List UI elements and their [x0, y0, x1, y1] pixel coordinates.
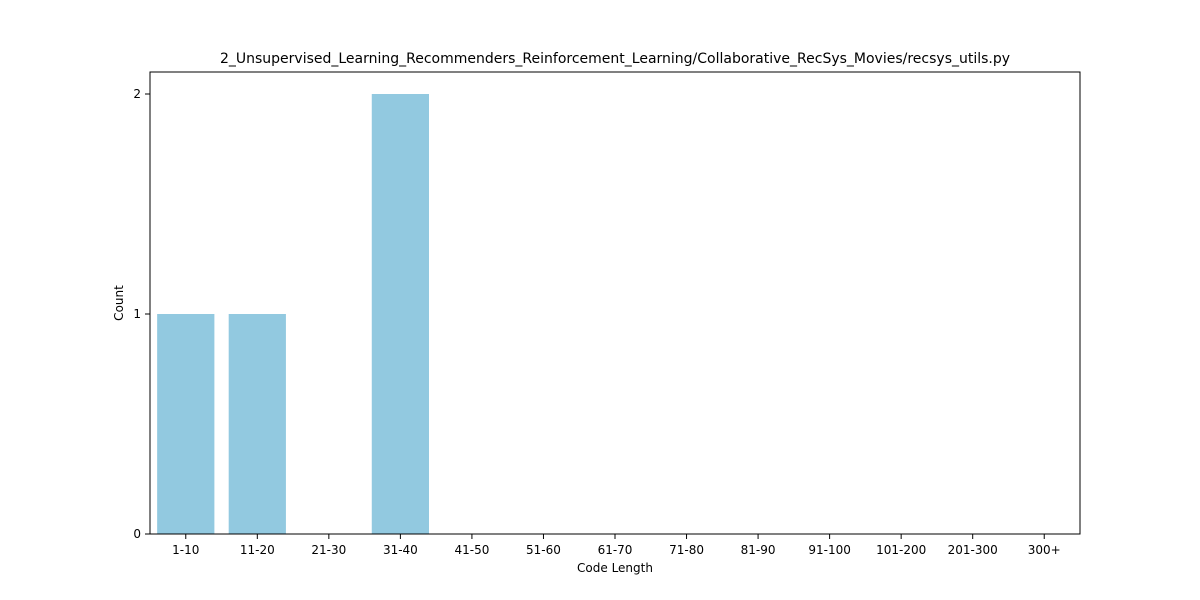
plot-frame	[149, 71, 1081, 535]
bar-31-40	[371, 94, 429, 534]
y-tick-label: 0	[133, 527, 141, 541]
x-tick-label: 81-90	[741, 543, 776, 557]
chart-title: 2_Unsupervised_Learning_Recommenders_Rei…	[220, 51, 1010, 67]
bars-group	[157, 94, 429, 534]
x-tick-label: 91-100	[808, 543, 851, 557]
x-tick-label: 71-80	[669, 543, 704, 557]
x-tick-label: 31-40	[383, 543, 418, 557]
x-tick-label: 300+	[1028, 543, 1061, 557]
y-tick-label: 2	[133, 87, 141, 101]
bar-1-10	[157, 314, 215, 534]
y-axis-ticks: 0 1 2	[133, 87, 150, 541]
x-tick-label: 101-200	[876, 543, 926, 557]
x-axis-ticks: 1-10 11-20 21-30 31-40 41-50 51-60 61-70 71-80 8…	[172, 534, 1061, 557]
y-tick-label: 1	[133, 307, 141, 321]
x-tick-label: 41-50	[454, 543, 489, 557]
x-tick-label: 51-60	[526, 543, 561, 557]
y-axis-label: Count	[112, 285, 126, 321]
x-tick-label: 21-30	[311, 543, 346, 557]
x-tick-label: 1-10	[172, 543, 199, 557]
x-tick-label: 11-20	[240, 543, 275, 557]
x-tick-label: 201-300	[948, 543, 998, 557]
x-tick-label: 61-70	[598, 543, 633, 557]
x-axis-label: Code Length	[577, 561, 653, 575]
bar-11-20	[228, 314, 286, 534]
